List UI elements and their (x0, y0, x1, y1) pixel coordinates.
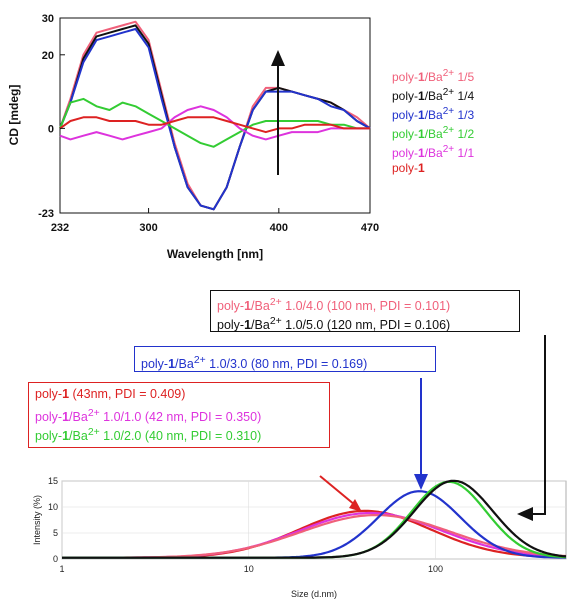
blue-annotation-arrow-head (414, 474, 428, 490)
cd-y-tick-label: 0 (48, 123, 54, 135)
cd-legend-item-0: poly-1/Ba2+ 1/5 (392, 68, 475, 84)
cd-legend-item-1: poly-1/Ba2+ 1/4 (392, 87, 475, 103)
dls-x-tick-label: 10 (244, 564, 254, 574)
dls-y-tick-label: 0 (53, 554, 58, 564)
cd-x-tick-label: 232 (51, 222, 69, 234)
dls-y-tick-label: 5 (53, 528, 58, 538)
cd-series-line-0 (59, 20, 371, 211)
cd-y-tick-label: 30 (42, 13, 54, 25)
cd-series-line-4 (59, 105, 370, 141)
cd-x-tick-label: 400 (270, 222, 288, 234)
annotation-box-black: poly-1/Ba2+ 1.0/4.0 (100 nm, PDI = 0.101… (210, 290, 520, 332)
dls-y-tick-label: 15 (48, 476, 58, 486)
black-annotation-arrow-shaft (530, 335, 546, 515)
cd-x-tick-label: 470 (361, 222, 379, 234)
dls-y-ticks: 15 10 5 0 (48, 476, 58, 564)
cd-plot-frame (59, 17, 371, 214)
dls-chart: 15 10 5 0 1 10 100 Size (d.nm) Intensity (%) (32, 335, 567, 599)
dls-y-axis-title: Intensity (%) (32, 495, 42, 545)
annotation-box-2-line-0: poly-1 (43nm, PDI = 0.409) (35, 387, 186, 401)
cd-y-axis-title: CD [mdeg] (7, 85, 21, 146)
cd-y-tick-label: -23 (38, 208, 54, 220)
cd-y-ticks: 30 20 0 -23 (38, 13, 65, 220)
cd-series-group (59, 20, 371, 211)
cd-series-line-2 (59, 28, 371, 211)
red-annotation-arrow-head (349, 499, 362, 512)
cd-legend-item-4: poly-1/Ba2+ 1/1 (392, 144, 475, 160)
annotation-box-0-line-1: poly-1/Ba2+ 1.0/5.0 (120 nm, PDI = 0.106… (217, 316, 451, 333)
dls-x-ticks: 1 10 100 (59, 564, 442, 574)
annotation-box-blue: poly-1/Ba2+ 1.0/3.0 (80 nm, PDI = 0.169) (134, 346, 436, 372)
dls-x-axis-title: Size (d.nm) (291, 589, 337, 599)
cd-series-line-3 (59, 97, 370, 148)
annotation-box-0-line-0: poly-1/Ba2+ 1.0/4.0 (100 nm, PDI = 0.101… (217, 297, 451, 314)
cd-legend-item-5: poly-1 (392, 161, 425, 175)
cd-legend: poly-1/Ba2+ 1/5 poly-1/Ba2+ 1/4 poly-1/Ba2… (392, 64, 562, 178)
annotation-box-1-line-0: poly-1/Ba2+ 1.0/3.0 (80 nm, PDI = 0.169) (141, 355, 368, 372)
annotation-box-2-line-2: poly-1/Ba2+ 1.0/2.0 (40 nm, PDI = 0.310) (35, 427, 262, 444)
cd-series-line-5 (59, 116, 370, 134)
dls-x-tick-label: 100 (428, 564, 443, 574)
annotation-box-red: poly-1 (43nm, PDI = 0.409) poly-1/Ba2+ 1.… (28, 382, 330, 448)
cd-x-axis-title: Wavelength [nm] (167, 247, 263, 261)
dls-gridlines (61, 480, 566, 560)
cd-legend-item-3: poly-1/Ba2+ 1/2 (392, 125, 475, 141)
cd-upward-arrow-head (271, 50, 285, 66)
dls-series-line-5 (62, 479, 567, 559)
black-annotation-arrow-head (517, 507, 533, 521)
red-annotation-arrow-shaft (319, 475, 356, 506)
dls-series-group (62, 479, 567, 559)
dls-y-tick-label: 10 (48, 502, 58, 512)
cd-legend-item-2: poly-1/Ba2+ 1/3 (392, 106, 475, 122)
annotation-box-2-line-1: poly-1/Ba2+ 1.0/1.0 (42 nm, PDI = 0.350) (35, 408, 262, 425)
dls-x-tick-label: 1 (59, 564, 64, 574)
cd-y-tick-label: 20 (42, 50, 54, 62)
cd-x-ticks: 232 300 400 470 (51, 208, 379, 234)
cd-x-tick-label: 300 (139, 222, 157, 234)
cd-chart: 30 20 0 -23 232 300 400 470 Wavelength [nm] CD… (7, 13, 379, 261)
